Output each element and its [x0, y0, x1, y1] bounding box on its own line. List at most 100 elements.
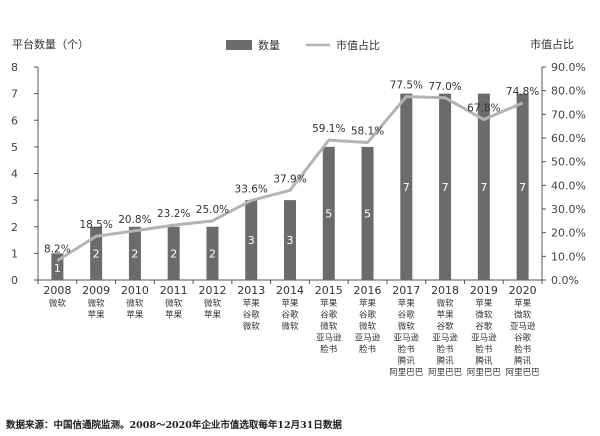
bar — [284, 200, 296, 280]
bar-value-label: 7 — [403, 181, 410, 194]
company-label: 微软 — [165, 298, 183, 309]
company-label: 脸书 — [437, 344, 455, 355]
x-tick-label: 2008 — [43, 284, 71, 297]
market-share-polyline — [56, 95, 524, 262]
company-label: 微软 — [475, 310, 493, 321]
company-label: 腾讯 — [475, 356, 493, 367]
company-label: 谷歌 — [514, 333, 532, 344]
market-share-label: 8.2% — [44, 244, 71, 256]
bar — [167, 226, 180, 280]
right-tick-label: 80.0% — [551, 85, 586, 98]
left-tick-label: 0 — [11, 274, 18, 287]
bar — [206, 226, 219, 280]
bar — [361, 146, 374, 280]
market-share-label: 59.1% — [312, 123, 345, 135]
x-tick-label: 2017 — [392, 284, 420, 297]
x-axis-labels: 2008微软2009微软苹果2010微软苹果2011微软苹果2012微软苹果20… — [43, 284, 540, 378]
left-axis-title: 平台数量（个） — [12, 37, 89, 51]
bar — [400, 93, 413, 280]
company-label: 谷歌 — [475, 321, 493, 332]
left-tick-label: 2 — [11, 221, 18, 234]
company-label: 腾讯 — [437, 356, 455, 367]
bar-value-label: 7 — [480, 181, 487, 194]
right-tick-label: 40.0% — [551, 179, 586, 192]
x-tick-label: 2019 — [470, 284, 498, 297]
company-label: 亚马逊 — [316, 333, 342, 344]
left-tick-label: 6 — [11, 114, 18, 127]
company-label: 微软 — [49, 298, 67, 309]
bar-value-label: 5 — [325, 207, 332, 220]
company-label: 苹果 — [281, 298, 299, 309]
company-label: 亚马逊 — [394, 333, 420, 344]
company-label: 苹果 — [514, 298, 532, 309]
company-label: 微软 — [281, 321, 299, 332]
legend-bar-label: 数量 — [258, 39, 280, 52]
company-label: 微软 — [88, 298, 106, 309]
company-label: 脸书 — [320, 344, 338, 355]
company-label: 苹果 — [398, 298, 416, 309]
company-label: 微软 — [359, 321, 377, 332]
bar-value-label: 7 — [442, 181, 449, 194]
source-note: 数据来源：中国信通院监测。2008～2020年企业市值选取每年12月31日数据 — [6, 420, 342, 431]
bar — [322, 146, 335, 280]
legend-bar-swatch — [226, 40, 252, 50]
left-tick-label: 7 — [11, 88, 18, 101]
bar — [245, 200, 258, 280]
left-tick-label: 1 — [11, 247, 18, 260]
company-label: 苹果 — [88, 310, 106, 321]
company-label: 谷歌 — [398, 310, 416, 321]
company-label: 脸书 — [475, 344, 493, 355]
right-axis-title: 市值占比 — [530, 37, 574, 51]
bar-value-label: 2 — [131, 247, 138, 260]
market-share-label: 58.1% — [351, 125, 384, 137]
bar — [439, 93, 452, 280]
company-label: 微软 — [204, 298, 222, 309]
x-tick-label: 2012 — [198, 284, 226, 297]
bar-value-label: 2 — [170, 247, 177, 260]
right-tick-label: 30.0% — [551, 203, 586, 216]
market-share-label: 18.5% — [79, 219, 112, 231]
company-label: 腾讯 — [514, 356, 532, 367]
bar — [477, 93, 490, 280]
x-tick-label: 2015 — [315, 284, 343, 297]
company-label: 微软 — [320, 321, 338, 332]
left-tick-label: 3 — [11, 194, 18, 207]
x-tick-label: 2018 — [431, 284, 459, 297]
company-label: 苹果 — [437, 310, 455, 321]
bar-value-label: 1 — [54, 262, 61, 275]
company-label: 腾讯 — [398, 356, 416, 367]
x-tick-label: 2010 — [121, 284, 149, 297]
market-share-label: 77.5% — [390, 80, 423, 92]
right-tick-label: 10.0% — [551, 250, 586, 263]
market-share-label: 33.6% — [235, 183, 268, 195]
company-label: 微软 — [514, 310, 532, 321]
right-tick-label: 50.0% — [551, 156, 586, 169]
legend: 数量 市值占比 — [226, 38, 380, 52]
company-label: 亚马逊 — [355, 333, 381, 344]
bar-value-label: 2 — [93, 247, 100, 260]
company-label: 微软 — [398, 321, 416, 332]
legend-line-label: 市值占比 — [336, 38, 380, 52]
company-label: 苹果 — [165, 310, 183, 321]
market-share-label: 74.8% — [506, 86, 539, 98]
market-share-label: 23.2% — [157, 208, 190, 220]
x-tick-label: 2016 — [354, 284, 382, 297]
market-share-line: 8.2% 18.5% 20.8% 23.2% 25.0% 33.6% 37.9% 59.1% 5… — [44, 80, 539, 262]
bar-value-label: 7 — [519, 181, 526, 194]
bar — [90, 226, 103, 280]
company-label: 苹果 — [243, 298, 261, 309]
company-label: 苹果 — [320, 298, 338, 309]
market-share-label: 67.8% — [467, 103, 500, 115]
company-label: 阿里巴巴 — [467, 368, 502, 378]
company-label: 脸书 — [514, 344, 532, 355]
bar — [128, 226, 141, 280]
company-label: 苹果 — [204, 310, 222, 321]
company-label: 微软 — [437, 298, 455, 309]
company-label: 苹果 — [359, 298, 377, 309]
left-tick-label: 5 — [11, 141, 18, 154]
company-label: 亚马逊 — [471, 333, 497, 344]
bar — [516, 93, 529, 280]
x-tick-label: 2009 — [82, 284, 110, 297]
company-label: 苹果 — [126, 310, 144, 321]
